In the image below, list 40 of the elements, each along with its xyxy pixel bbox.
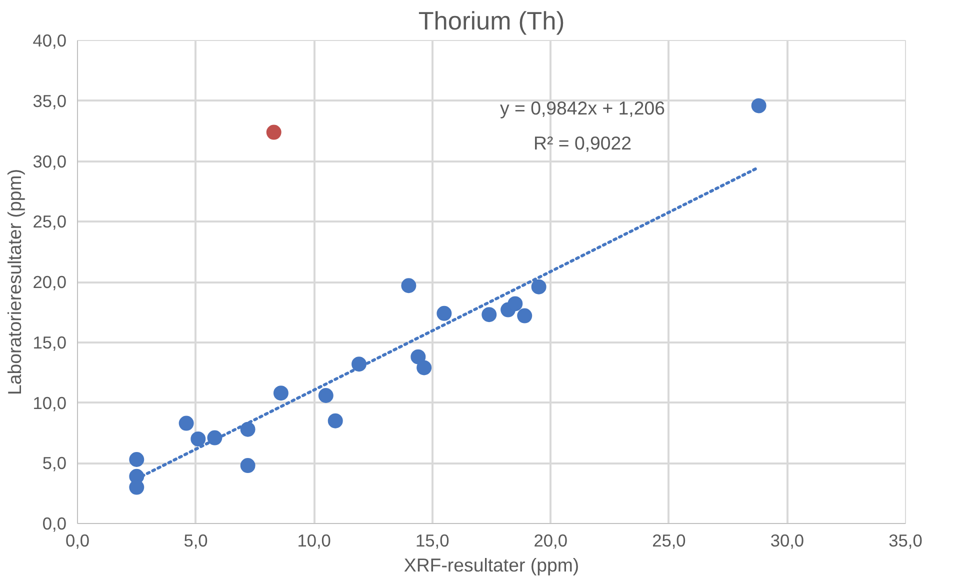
y-tick-label: 35,0 [32,90,67,111]
point [410,349,426,364]
x-tick-label: 0,0 [65,530,90,550]
point [266,124,282,140]
y-tick-label: 30,0 [32,151,67,172]
x-tick-label: 30,0 [770,530,804,550]
point [482,307,497,322]
x-tick-label: 5,0 [184,530,208,550]
point [129,452,144,467]
x-tick-label: 15,0 [415,530,450,550]
x-axis-title: XRF-resultater (ppm) [404,554,580,576]
y-tick-label: 25,0 [32,212,67,232]
point [273,386,288,401]
point [328,413,343,428]
y-axis-title: Laboratorieresultater (ppm) [4,168,25,396]
y-tick-label: 10,0 [32,392,67,413]
x-tick-label: 35,0 [888,530,922,550]
point [178,416,194,431]
annotation: y = 0,9842x + 1,206 [500,98,665,118]
chart-title: Thorium (Th) [418,8,565,36]
point [318,388,334,403]
y-tick-label: 0,0 [42,514,67,534]
point [508,296,523,312]
y-tick-label: 40,0 [32,30,67,50]
annotation: R² = 0,9022 [533,132,632,154]
point [240,458,256,474]
point [190,431,206,446]
x-tick-label: 20,0 [534,530,568,550]
point [129,480,144,495]
y-tick-label: 15,0 [32,332,67,352]
point [517,308,532,324]
y-tick-label: 5,0 [42,453,67,474]
point [416,360,432,376]
point [436,306,452,321]
x-tick-label: 25,0 [652,530,686,550]
point [531,279,546,294]
x-tick-label: 10,0 [297,530,331,550]
point [401,278,416,294]
y-tick-label: 20,0 [32,272,67,292]
point [751,98,766,114]
